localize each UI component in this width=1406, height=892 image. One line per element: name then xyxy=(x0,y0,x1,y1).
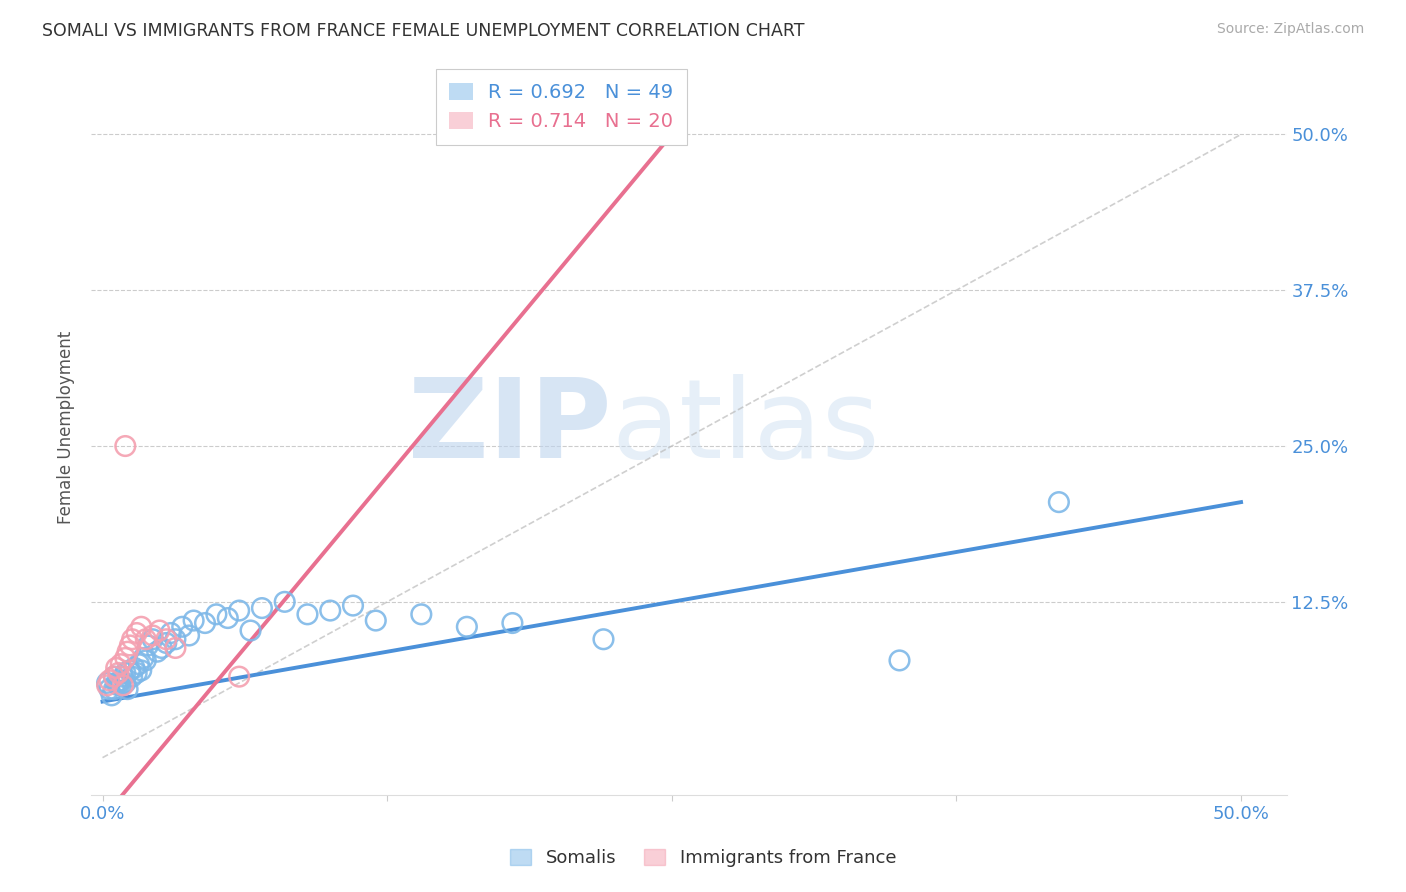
Point xyxy=(129,664,152,678)
Point xyxy=(165,640,187,655)
Point xyxy=(121,670,143,684)
Point xyxy=(364,614,387,628)
Point xyxy=(228,670,250,684)
Point xyxy=(107,676,129,690)
Point xyxy=(142,632,165,647)
Point xyxy=(456,620,478,634)
Point xyxy=(165,632,187,647)
Point xyxy=(129,620,152,634)
Point xyxy=(135,632,157,647)
Point xyxy=(239,624,262,638)
Point xyxy=(103,670,125,684)
Point xyxy=(112,670,135,684)
Point xyxy=(110,673,132,688)
Point xyxy=(107,665,129,680)
Point xyxy=(319,604,342,618)
Point xyxy=(228,604,250,618)
Point xyxy=(128,657,150,672)
Point xyxy=(96,676,118,690)
Point xyxy=(114,676,136,690)
Point xyxy=(273,595,295,609)
Point xyxy=(118,639,141,653)
Legend: Somalis, Immigrants from France: Somalis, Immigrants from France xyxy=(502,841,904,874)
Text: Source: ZipAtlas.com: Source: ZipAtlas.com xyxy=(1216,22,1364,37)
Point xyxy=(217,611,239,625)
Point xyxy=(411,607,433,622)
Point xyxy=(142,628,165,642)
Point xyxy=(117,645,139,659)
Point xyxy=(121,632,143,647)
Point xyxy=(155,636,177,650)
Point xyxy=(205,607,228,622)
Text: atlas: atlas xyxy=(612,374,880,481)
Y-axis label: Female Unemployment: Female Unemployment xyxy=(58,331,75,524)
Point xyxy=(103,670,125,684)
Point xyxy=(1047,495,1070,509)
Point xyxy=(105,676,128,690)
Point xyxy=(114,665,136,680)
Point xyxy=(103,682,125,697)
Point xyxy=(136,639,159,653)
Point xyxy=(125,626,148,640)
Point xyxy=(114,439,136,453)
Point xyxy=(194,615,217,630)
Point xyxy=(135,653,157,667)
Point xyxy=(98,673,121,688)
Point xyxy=(501,615,523,630)
Point xyxy=(592,632,614,647)
Point xyxy=(132,651,155,665)
Point xyxy=(107,678,129,692)
Point xyxy=(148,624,170,638)
Text: SOMALI VS IMMIGRANTS FROM FRANCE FEMALE UNEMPLOYMENT CORRELATION CHART: SOMALI VS IMMIGRANTS FROM FRANCE FEMALE … xyxy=(42,22,804,40)
Point xyxy=(177,628,200,642)
Point xyxy=(98,682,121,697)
Point xyxy=(172,620,194,634)
Point xyxy=(110,678,132,692)
Point xyxy=(114,651,136,665)
Point xyxy=(105,661,128,675)
Point xyxy=(100,689,122,703)
Point xyxy=(183,614,205,628)
Point xyxy=(160,626,183,640)
Point xyxy=(117,682,139,697)
Point xyxy=(96,678,118,692)
Point xyxy=(297,607,319,622)
Point xyxy=(118,664,141,678)
Text: ZIP: ZIP xyxy=(408,374,612,481)
Point xyxy=(125,665,148,680)
Point xyxy=(342,599,364,613)
Point xyxy=(110,657,132,672)
Point xyxy=(146,645,169,659)
Point xyxy=(889,653,911,667)
Point xyxy=(112,678,135,692)
Point xyxy=(250,601,273,615)
Legend: R = 0.692   N = 49, R = 0.714   N = 20: R = 0.692 N = 49, R = 0.714 N = 20 xyxy=(436,70,688,145)
Point xyxy=(150,640,173,655)
Point xyxy=(155,632,177,647)
Point xyxy=(124,661,146,675)
